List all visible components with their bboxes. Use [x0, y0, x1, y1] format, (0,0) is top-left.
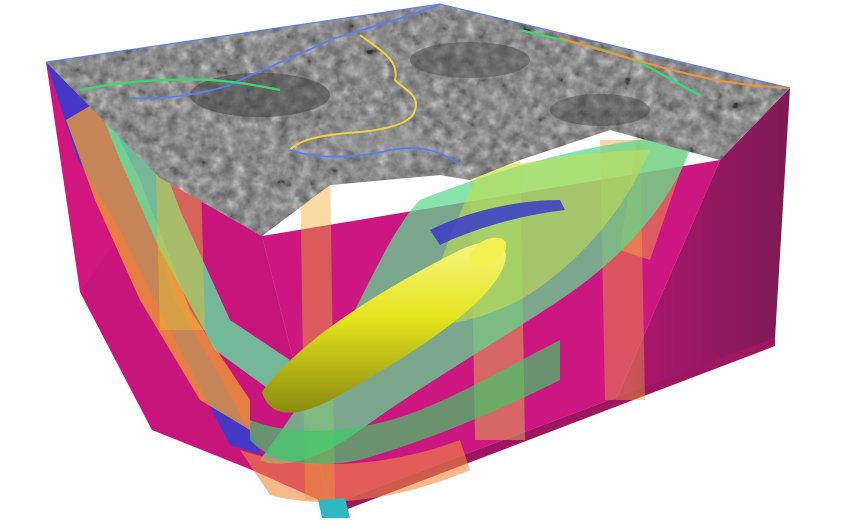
- orange-line: [559, 37, 791, 89]
- yellow-tube: [262, 241, 506, 413]
- right-face: [615, 88, 790, 402]
- green-fold-lower: [250, 340, 560, 465]
- dark-patch-3: [550, 94, 650, 126]
- top-surface-texture: [46, 4, 790, 236]
- dark-patch-1: [190, 73, 330, 117]
- cyan-edge: [318, 498, 350, 518]
- orange-fold-lower: [240, 440, 470, 502]
- yellow-tube-end: [469, 237, 507, 267]
- blue-strand: [430, 200, 565, 245]
- blue-line: [129, 3, 461, 166]
- green-layer-left: [88, 80, 290, 390]
- yellow-line: [289, 34, 417, 151]
- dark-patch-2: [410, 42, 530, 78]
- orange-layer-left: [66, 100, 250, 430]
- top-outline: [45, 3, 791, 89]
